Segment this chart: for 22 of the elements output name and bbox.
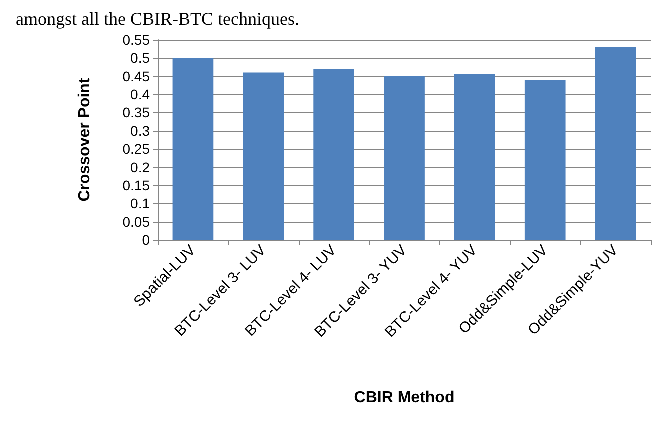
y-tick-label: 0.35	[122, 104, 150, 121]
y-tick-label: 0.3	[130, 122, 150, 139]
y-tick-label: 0.45	[122, 68, 150, 84]
y-tick-label: 0.1	[130, 196, 150, 212]
y-tick-label: 0.15	[122, 177, 150, 194]
bar	[314, 69, 354, 240]
bar	[524, 80, 566, 240]
bar	[243, 72, 284, 240]
x-axis-title: CBIR Method	[354, 390, 455, 406]
bar	[384, 76, 425, 240]
y-tick-label: 0.2	[130, 159, 150, 176]
bar	[595, 47, 636, 240]
bar	[172, 58, 214, 240]
y-tick-label: 0.55	[122, 32, 150, 48]
y-tick-label: 0.25	[122, 141, 150, 158]
y-tick-label: 0.4	[130, 86, 150, 103]
text: amongst all the CBIR-BTC techniques.	[16, 9, 300, 29]
bar	[454, 74, 496, 240]
y-tick-label: 0.5	[130, 50, 150, 66]
y-tick-label: 0	[142, 232, 150, 248]
y-axis-title: Crossover Point	[76, 78, 94, 202]
y-tick-label: 0.05	[122, 214, 150, 230]
